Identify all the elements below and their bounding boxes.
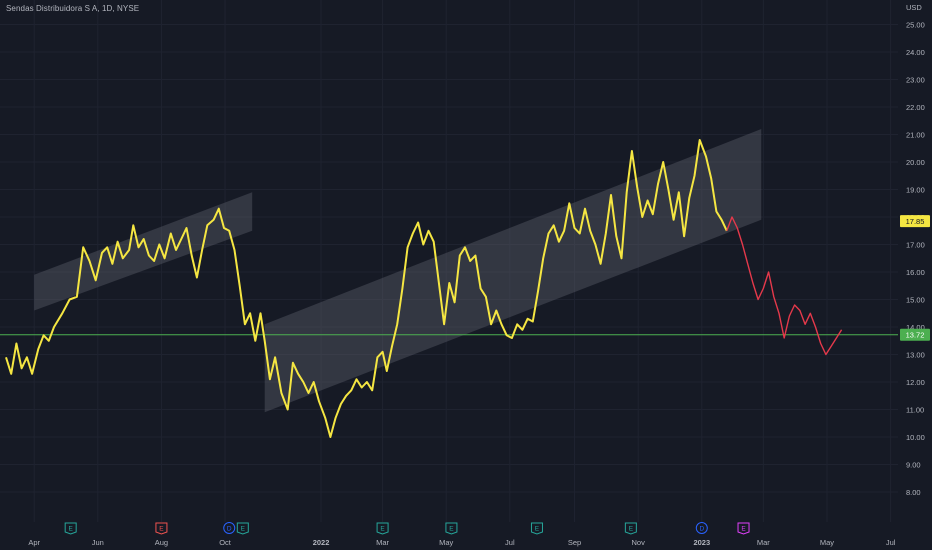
series-layer xyxy=(5,139,843,438)
y-tick-label: 11.00 xyxy=(906,406,924,415)
event-marker: E xyxy=(155,522,168,535)
event-letter: E xyxy=(69,526,74,533)
event-marker: D xyxy=(695,522,708,534)
y-tick-label: 8.00 xyxy=(906,488,921,497)
support-line-badge-bg xyxy=(900,328,930,341)
y-tick-label: 13.00 xyxy=(906,351,925,360)
x-tick-label: Apr xyxy=(28,538,40,547)
y-tick-label: 21.00 xyxy=(906,131,925,140)
event-marker: E xyxy=(236,522,249,535)
event-marker: E xyxy=(376,522,389,535)
event-letter: D xyxy=(699,526,704,533)
x-tick-label: Mar xyxy=(757,538,770,547)
y-tick-label: 17.00 xyxy=(906,241,925,250)
event-letter: E xyxy=(741,526,746,533)
current-price-badge: 17.85 xyxy=(900,215,930,228)
support-line-badge-text: 13.72 xyxy=(906,331,925,340)
price-line xyxy=(5,139,728,438)
dividend-icon xyxy=(695,522,708,534)
event-letter: E xyxy=(629,526,634,533)
earnings-icon xyxy=(236,522,249,535)
x-tick-label: Jun xyxy=(92,538,104,547)
event-letter: E xyxy=(380,526,385,533)
y-tick-label: 14.00 xyxy=(906,323,925,332)
earnings-icon xyxy=(530,522,543,535)
event-letter: E xyxy=(241,526,246,533)
x-tick-label: Mar xyxy=(376,538,389,547)
channels xyxy=(34,129,762,413)
badges-layer: 17.85 13.72 xyxy=(900,215,930,341)
event-marker: D xyxy=(223,522,236,534)
earnings-icon xyxy=(64,522,77,535)
y-tick-label: 24.00 xyxy=(906,48,925,57)
current-price-badge-text: 17.85 xyxy=(906,217,925,226)
y-tick-label: 12.00 xyxy=(906,378,925,387)
event-letter: D xyxy=(227,526,232,533)
price-line-recent xyxy=(726,216,843,356)
y-tick-label: 10.00 xyxy=(906,433,925,442)
regression-channel xyxy=(34,192,253,311)
x-tick-label: May xyxy=(820,538,834,547)
earnings-icon xyxy=(376,522,389,535)
y-tick-label: 23.00 xyxy=(906,76,925,85)
grid xyxy=(0,0,898,522)
x-tick-label: Aug xyxy=(155,538,168,547)
earnings-icon xyxy=(445,522,458,535)
x-tick-label: Oct xyxy=(219,538,232,547)
y-tick-label: 9.00 xyxy=(906,461,921,470)
dividend-icon xyxy=(223,522,236,534)
earnings-icon xyxy=(737,522,750,535)
y-tick-label: 16.00 xyxy=(906,268,925,277)
y-tick-label: 22.00 xyxy=(906,103,925,112)
y-tick-label: 15.00 xyxy=(906,296,925,305)
x-tick-label: Nov xyxy=(631,538,645,547)
event-marker: E xyxy=(64,522,77,535)
x-tick-label: Jul xyxy=(505,538,515,547)
x-tick-label: 2022 xyxy=(313,538,330,547)
x-tick-label: Sep xyxy=(568,538,581,547)
current-price-badge-bg xyxy=(900,215,930,228)
event-marker: E xyxy=(445,522,458,535)
price-axis[interactable]: USD25.0024.0023.0022.0021.0020.0019.0018… xyxy=(906,3,925,497)
earnings-icon xyxy=(624,522,637,535)
event-marker: E xyxy=(737,522,750,535)
event-marker: E xyxy=(624,522,637,535)
y-tick-label: 25.00 xyxy=(906,21,925,30)
y-tick-label: 19.00 xyxy=(906,186,925,195)
x-tick-label: Jul xyxy=(886,538,896,547)
event-letter: E xyxy=(159,526,164,533)
support-line-badge: 13.72 xyxy=(900,328,930,341)
x-tick-label: 2023 xyxy=(693,538,710,547)
event-letter: E xyxy=(535,526,540,533)
event-letter: E xyxy=(449,526,454,533)
x-tick-label: May xyxy=(439,538,453,547)
event-marker: E xyxy=(530,522,543,535)
earnings-icon xyxy=(155,522,168,535)
currency-label: USD xyxy=(906,3,922,12)
regression-channel xyxy=(264,129,762,413)
time-axis[interactable]: Apr Jun Aug Oct 2022 Mar May Jul Sep Nov 2023 Mar Ma… xyxy=(28,538,895,547)
y-tick-label: 20.00 xyxy=(906,158,925,167)
symbol-title[interactable]: Sendas Distribuidora S A, 1D, NYSE xyxy=(6,4,140,13)
